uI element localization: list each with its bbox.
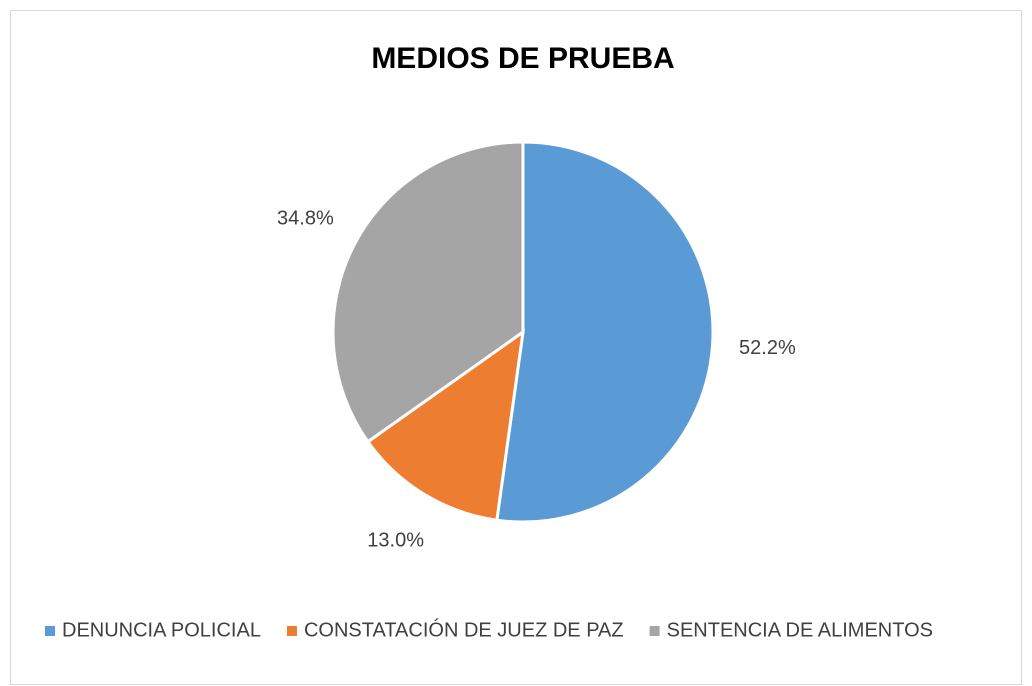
legend-label: SENTENCIA DE ALIMENTOS — [667, 619, 933, 641]
legend-swatch — [649, 626, 660, 636]
legend-swatch — [45, 626, 55, 636]
chart-title: MEDIOS DE PRUEBA — [371, 42, 674, 75]
data-label: 34.8% — [277, 208, 334, 230]
pie-slice — [331, 140, 525, 444]
legend-label: DENUNCIA POLICIAL — [62, 619, 261, 641]
data-label: 13.0% — [367, 530, 424, 552]
legend-swatch — [286, 626, 297, 636]
pie-slice — [495, 140, 715, 524]
pie-slice — [365, 328, 525, 522]
data-label: 52.2% — [739, 337, 796, 359]
legend-label: CONSTATACIÓN DE JUEZ DE PAZ — [304, 618, 624, 641]
